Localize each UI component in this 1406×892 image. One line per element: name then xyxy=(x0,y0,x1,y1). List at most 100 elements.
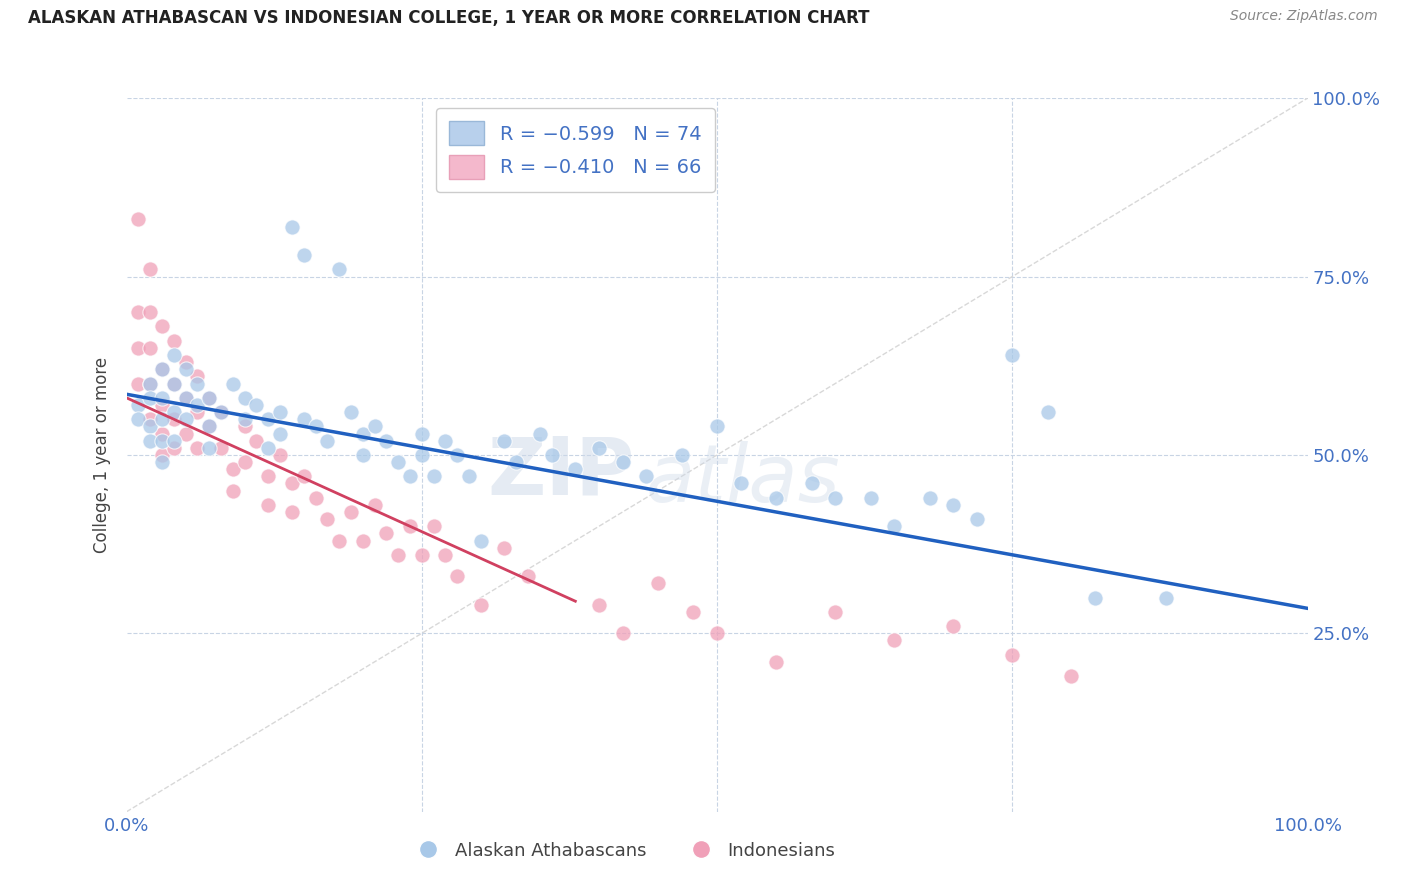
Point xyxy=(163,376,186,391)
Point xyxy=(387,548,409,562)
Point xyxy=(139,391,162,405)
Point xyxy=(505,455,527,469)
Point xyxy=(127,376,149,391)
Point xyxy=(257,441,280,455)
Point xyxy=(824,605,846,619)
Point xyxy=(139,305,162,319)
Text: atlas: atlas xyxy=(647,441,841,519)
Point xyxy=(186,376,208,391)
Point xyxy=(316,512,339,526)
Point xyxy=(257,469,280,483)
Point xyxy=(292,248,315,262)
Point xyxy=(139,262,162,277)
Point xyxy=(529,426,551,441)
Point xyxy=(1036,405,1059,419)
Point xyxy=(399,469,422,483)
Point xyxy=(1084,591,1107,605)
Point xyxy=(245,398,267,412)
Point xyxy=(222,483,245,498)
Point xyxy=(163,405,186,419)
Point xyxy=(859,491,882,505)
Point xyxy=(186,369,208,384)
Point xyxy=(1060,669,1083,683)
Point xyxy=(150,455,173,469)
Point xyxy=(328,262,350,277)
Point xyxy=(150,448,173,462)
Point xyxy=(470,533,492,548)
Point xyxy=(340,505,363,519)
Point xyxy=(163,348,186,362)
Point xyxy=(163,376,186,391)
Point xyxy=(150,362,173,376)
Point xyxy=(387,455,409,469)
Point xyxy=(434,548,457,562)
Point xyxy=(174,355,197,369)
Point xyxy=(198,419,221,434)
Point xyxy=(163,334,186,348)
Point xyxy=(942,619,965,633)
Y-axis label: College, 1 year or more: College, 1 year or more xyxy=(93,357,111,553)
Point xyxy=(139,341,162,355)
Point xyxy=(706,626,728,640)
Point xyxy=(150,412,173,426)
Point xyxy=(292,469,315,483)
Point xyxy=(1001,648,1024,662)
Point xyxy=(363,419,385,434)
Point xyxy=(269,405,291,419)
Point xyxy=(163,434,186,448)
Point xyxy=(328,533,350,548)
Point xyxy=(422,519,444,533)
Point xyxy=(269,448,291,462)
Point xyxy=(304,491,326,505)
Point xyxy=(411,426,433,441)
Point xyxy=(186,398,208,412)
Point xyxy=(316,434,339,448)
Point xyxy=(765,491,787,505)
Point xyxy=(127,341,149,355)
Text: Source: ZipAtlas.com: Source: ZipAtlas.com xyxy=(1230,9,1378,23)
Point xyxy=(269,426,291,441)
Point xyxy=(127,305,149,319)
Point xyxy=(222,376,245,391)
Point xyxy=(800,476,823,491)
Point xyxy=(1154,591,1177,605)
Point xyxy=(588,598,610,612)
Point xyxy=(883,633,905,648)
Point xyxy=(446,569,468,583)
Point xyxy=(233,455,256,469)
Point xyxy=(163,441,186,455)
Point xyxy=(139,419,162,434)
Point xyxy=(304,419,326,434)
Point xyxy=(257,412,280,426)
Point xyxy=(612,626,634,640)
Point xyxy=(233,391,256,405)
Point xyxy=(540,448,562,462)
Text: ALASKAN ATHABASCAN VS INDONESIAN COLLEGE, 1 YEAR OR MORE CORRELATION CHART: ALASKAN ATHABASCAN VS INDONESIAN COLLEGE… xyxy=(28,9,870,27)
Point xyxy=(150,391,173,405)
Point xyxy=(127,212,149,227)
Point xyxy=(765,655,787,669)
Point xyxy=(198,391,221,405)
Point xyxy=(352,533,374,548)
Point xyxy=(127,398,149,412)
Point xyxy=(883,519,905,533)
Point xyxy=(281,219,304,234)
Point xyxy=(706,419,728,434)
Point xyxy=(422,469,444,483)
Point xyxy=(209,441,232,455)
Point xyxy=(139,412,162,426)
Point xyxy=(446,448,468,462)
Point xyxy=(352,426,374,441)
Point xyxy=(222,462,245,476)
Point xyxy=(198,419,221,434)
Point xyxy=(671,448,693,462)
Point xyxy=(411,448,433,462)
Point xyxy=(150,362,173,376)
Point xyxy=(257,498,280,512)
Point xyxy=(139,376,162,391)
Point xyxy=(494,434,516,448)
Point xyxy=(411,548,433,562)
Point xyxy=(1001,348,1024,362)
Point xyxy=(281,505,304,519)
Point xyxy=(824,491,846,505)
